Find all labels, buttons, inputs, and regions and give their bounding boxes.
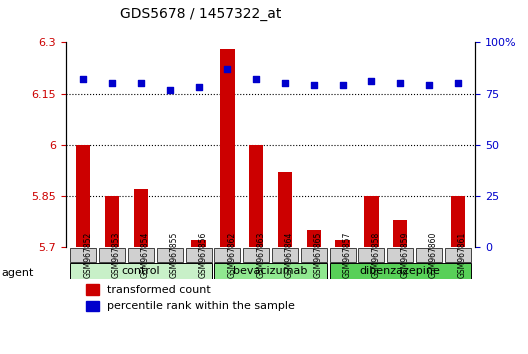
Text: percentile rank within the sample: percentile rank within the sample <box>107 301 295 311</box>
Bar <box>278 172 292 247</box>
Text: GSM967854: GSM967854 <box>141 232 150 278</box>
Text: GSM967852: GSM967852 <box>83 232 92 278</box>
FancyBboxPatch shape <box>128 248 154 263</box>
FancyBboxPatch shape <box>99 248 125 263</box>
Point <box>367 79 376 84</box>
Point <box>425 82 433 88</box>
Point <box>454 81 462 86</box>
FancyBboxPatch shape <box>416 248 442 263</box>
Bar <box>87 301 99 312</box>
Bar <box>249 145 263 247</box>
Point <box>252 76 260 82</box>
Text: GSM967857: GSM967857 <box>343 232 352 278</box>
Text: GSM967863: GSM967863 <box>256 232 265 278</box>
Text: GSM967861: GSM967861 <box>458 232 467 278</box>
FancyBboxPatch shape <box>214 263 327 279</box>
FancyBboxPatch shape <box>70 263 212 279</box>
Text: control: control <box>121 266 160 276</box>
Bar <box>87 284 99 295</box>
Text: GSM967859: GSM967859 <box>400 232 409 278</box>
Text: agent: agent <box>1 268 33 278</box>
Point <box>194 85 203 90</box>
Point <box>396 81 404 86</box>
Text: GSM967855: GSM967855 <box>169 232 179 278</box>
Bar <box>451 196 465 247</box>
Bar <box>220 49 234 247</box>
Bar <box>163 247 177 250</box>
Bar <box>105 196 119 247</box>
Text: GSM967856: GSM967856 <box>199 232 208 278</box>
Bar <box>307 230 321 247</box>
FancyBboxPatch shape <box>359 248 384 263</box>
Text: GSM967865: GSM967865 <box>314 232 323 278</box>
Bar <box>393 219 408 247</box>
Point <box>79 76 88 82</box>
FancyBboxPatch shape <box>70 248 96 263</box>
Bar <box>335 240 350 247</box>
FancyBboxPatch shape <box>214 248 240 263</box>
Text: GSM967860: GSM967860 <box>429 232 438 278</box>
Text: transformed count: transformed count <box>107 285 211 295</box>
Text: GSM967862: GSM967862 <box>228 232 237 278</box>
Bar <box>364 196 379 247</box>
FancyBboxPatch shape <box>272 248 298 263</box>
Bar <box>76 145 90 247</box>
Point <box>223 66 232 72</box>
Text: GSM967858: GSM967858 <box>372 232 381 278</box>
FancyBboxPatch shape <box>329 248 356 263</box>
FancyBboxPatch shape <box>301 248 327 263</box>
Text: GDS5678 / 1457322_at: GDS5678 / 1457322_at <box>120 7 281 21</box>
FancyBboxPatch shape <box>329 263 471 279</box>
Point <box>309 82 318 88</box>
FancyBboxPatch shape <box>243 248 269 263</box>
Bar <box>134 189 148 247</box>
Bar <box>191 240 206 247</box>
FancyBboxPatch shape <box>157 248 183 263</box>
FancyBboxPatch shape <box>185 248 212 263</box>
Point <box>338 82 347 88</box>
Point <box>137 81 145 86</box>
Text: bevacizumab: bevacizumab <box>233 266 308 276</box>
Point <box>165 87 174 92</box>
Text: GSM967853: GSM967853 <box>112 232 121 278</box>
FancyBboxPatch shape <box>388 248 413 263</box>
Point <box>108 81 116 86</box>
Point <box>281 81 289 86</box>
Text: GSM967864: GSM967864 <box>285 232 294 278</box>
FancyBboxPatch shape <box>445 248 471 263</box>
Text: dibenzazepine: dibenzazepine <box>360 266 441 276</box>
